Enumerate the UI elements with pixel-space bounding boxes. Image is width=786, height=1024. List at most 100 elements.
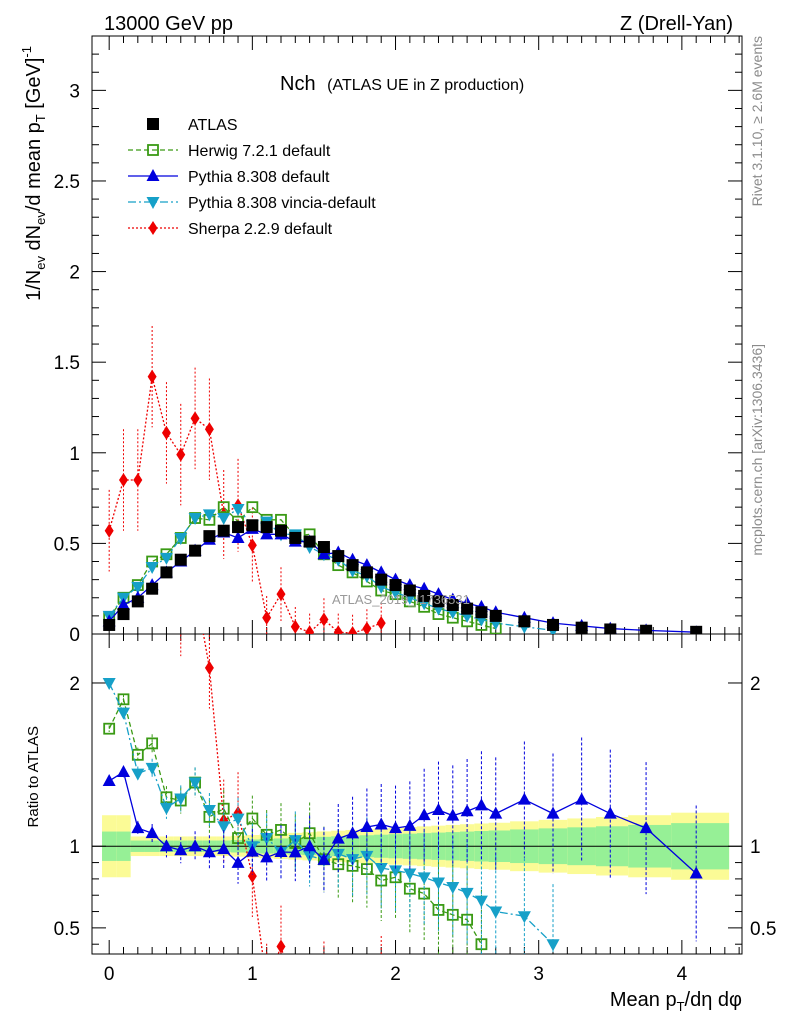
point-sherpa-2-2-9-default xyxy=(333,625,343,634)
y-tick-label: 3 xyxy=(69,81,80,102)
point-pythia-8-308-default xyxy=(116,598,130,611)
ratio-point-herwig-7-2-1-default xyxy=(103,722,116,735)
y-tick-label: 1.5 xyxy=(54,353,80,374)
point-pythia-8-308-vincia-default xyxy=(131,581,145,594)
point-sherpa-2-2-9-default xyxy=(104,523,114,538)
legend-marker-herwig-7-2-1-default xyxy=(147,144,159,156)
point-atlas xyxy=(640,624,653,634)
ratio-point-pythia-8-308-vincia-default xyxy=(389,865,403,878)
point-pythia-8-308-default xyxy=(260,527,274,540)
point-sherpa-2-2-9-default xyxy=(247,538,257,553)
ratio-plot-frame xyxy=(91,633,743,955)
ratio-line-pythia-8-308-vincia-default xyxy=(108,682,554,945)
point-atlas xyxy=(518,615,531,628)
legend-marker-pythia-8-308-default xyxy=(146,169,160,181)
ratio-point-pythia-8-308-default xyxy=(303,839,317,852)
ratio-point-pythia-8-308-vincia-default xyxy=(102,677,116,690)
header-left: 13000 GeV pp xyxy=(104,13,233,35)
point-atlas xyxy=(189,544,202,557)
x-tick-label: 2 xyxy=(390,964,401,985)
point-sherpa-2-2-9-default xyxy=(276,587,286,602)
ratio-point-pythia-8-308-vincia-default xyxy=(131,768,145,781)
ratio-point-pythia-8-308-default xyxy=(474,798,488,811)
ratio-point-pythia-8-308-default xyxy=(331,831,345,844)
point-atlas xyxy=(575,621,588,634)
ratio-point-pythia-8-308-vincia-default xyxy=(159,802,173,815)
ratio-point-pythia-8-308-vincia-default xyxy=(431,877,445,890)
legend-label-herwig-7-2-1-default: Herwig 7.2.1 default xyxy=(188,143,331,160)
legend-label-sherpa-2-2-9-default: Sherpa 2.2.9 default xyxy=(188,221,333,238)
ratio-tick-label-left: 1 xyxy=(69,837,80,858)
point-atlas xyxy=(274,524,287,537)
ratio-point-pythia-8-308-default xyxy=(403,818,417,831)
ratio-point-pythia-8-308-default xyxy=(346,826,360,839)
ratio-point-pythia-8-308-vincia-default xyxy=(346,854,360,867)
ratio-point-pythia-8-308-default xyxy=(317,852,331,865)
ratio-point-pythia-8-308-default xyxy=(460,804,474,817)
ratio-point-sherpa-2-2-9-default xyxy=(262,978,271,992)
ratio-point-pythia-8-308-default xyxy=(231,855,245,868)
ratio-point-sherpa-2-2-9-default xyxy=(148,75,157,89)
ratio-point-pythia-8-308-default xyxy=(389,821,403,834)
y-tick-label: 0.5 xyxy=(54,534,80,555)
ratio-point-herwig-7-2-1-default xyxy=(461,913,474,926)
legend-label-pythia-8-308-vincia-default: Pythia 8.308 vincia-default xyxy=(188,195,376,212)
analysis-watermark: ATLAS_2019_I1736531 xyxy=(332,592,470,607)
point-sherpa-2-2-9-default xyxy=(190,411,200,426)
plot-title: Nch (ATLAS UE in Z production) xyxy=(280,73,524,95)
ratio-point-pythia-8-308-default xyxy=(260,850,274,863)
ratio-point-pythia-8-308-default xyxy=(374,817,388,830)
legend-marker-atlas xyxy=(147,118,159,130)
ratio-point-pythia-8-308-default xyxy=(202,845,216,858)
point-atlas xyxy=(131,595,144,608)
rivet-label: Rivet 3.1.10, ≥ 2.6M events xyxy=(749,36,765,206)
line-pythia-8-308-default xyxy=(108,528,697,633)
point-atlas xyxy=(217,524,230,537)
ratio-point-sherpa-2-2-9-default xyxy=(291,990,300,1004)
ratio-line-sherpa-2-2-9-default xyxy=(202,634,284,954)
y-tick-label: 0 xyxy=(69,625,80,646)
ratio-point-pythia-8-308-vincia-default xyxy=(417,872,431,885)
main-series-clip xyxy=(102,325,703,634)
ratio-point-pythia-8-308-default xyxy=(517,792,531,805)
ratio-point-pythia-8-308-vincia-default xyxy=(474,895,488,908)
point-pythia-8-308-vincia-default xyxy=(174,532,188,545)
point-sherpa-2-2-9-default xyxy=(348,626,358,634)
point-atlas xyxy=(375,573,388,586)
ratio-point-pythia-8-308-vincia-default xyxy=(546,939,560,952)
legend-marker-sherpa-2-2-9-default xyxy=(148,221,158,235)
ratio-point-pythia-8-308-default xyxy=(174,843,188,856)
point-herwig-7-2-1-default xyxy=(246,501,259,514)
ratio-tick-label-right: 0.5 xyxy=(750,919,776,940)
ratio-point-pythia-8-308-vincia-default xyxy=(231,813,245,826)
ratio-point-pythia-8-308-vincia-default xyxy=(145,762,159,775)
point-atlas xyxy=(174,553,187,566)
ratio-point-sherpa-2-2-9-default xyxy=(133,232,142,246)
ratio-series-clip xyxy=(102,75,703,1013)
point-atlas xyxy=(446,599,459,612)
legend: ATLAS Herwig 7.2.1 default Pythia 8.308 de… xyxy=(128,117,376,238)
plot-title-subtitle: (ATLAS UE in Z production) xyxy=(327,77,524,94)
ratio-point-sherpa-2-2-9-default xyxy=(305,999,314,1013)
ratio-point-pythia-8-308-vincia-default xyxy=(116,707,130,720)
point-sherpa-2-2-9-default xyxy=(147,369,157,384)
ratio-point-sherpa-2-2-9-default xyxy=(319,975,328,989)
point-pythia-8-308-vincia-default xyxy=(159,552,173,565)
point-pythia-8-308-vincia-default xyxy=(202,509,216,522)
ratio-point-herwig-7-2-1-default xyxy=(375,874,388,887)
point-atlas xyxy=(103,618,116,631)
point-sherpa-2-2-9-default xyxy=(376,616,386,631)
ratio-tick-label-left: 2 xyxy=(69,674,80,695)
point-atlas xyxy=(489,609,502,622)
plot-title-main: Nch xyxy=(280,73,316,95)
ratio-point-sherpa-2-2-9-default xyxy=(204,660,214,675)
main-series-layer xyxy=(102,325,703,634)
point-sherpa-2-2-9-default xyxy=(161,425,171,440)
point-sherpa-2-2-9-default xyxy=(262,610,272,625)
ratio-point-pythia-8-308-default xyxy=(188,839,202,852)
point-sherpa-2-2-9-default xyxy=(362,621,372,634)
ratio-point-pythia-8-308-vincia-default xyxy=(460,887,474,900)
point-atlas xyxy=(346,559,359,572)
x-axis-label: Mean pT/dη dφ xyxy=(610,989,742,1014)
